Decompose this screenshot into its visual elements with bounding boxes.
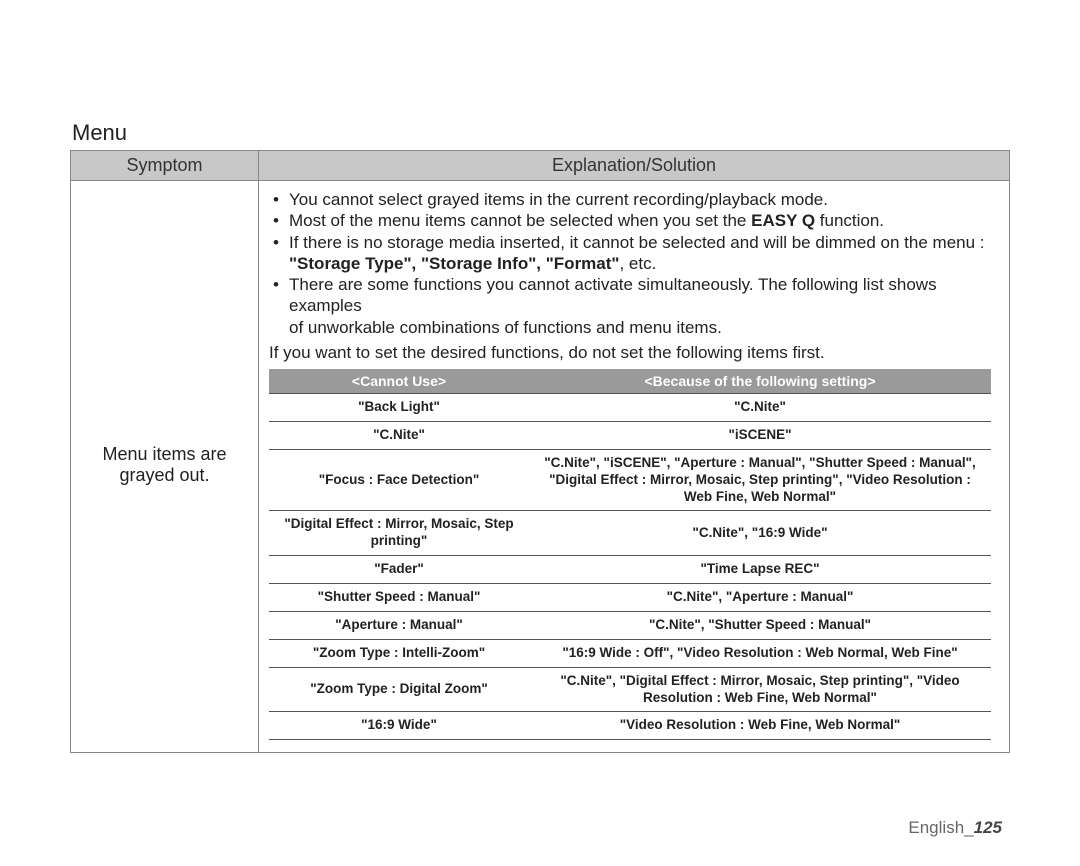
- inner-c2: "Time Lapse REC": [529, 556, 991, 584]
- inner-header-row: <Cannot Use> <Because of the following s…: [269, 369, 991, 394]
- inner-c1: "C.Nite": [269, 421, 529, 449]
- inner-c2: "C.Nite", "Aperture : Manual": [529, 584, 991, 612]
- bullet-4-line1: There are some functions you cannot acti…: [289, 275, 937, 315]
- inner-c2: "C.Nite", "16:9 Wide": [529, 511, 991, 556]
- outer-row: Menu items are grayed out. You cannot se…: [71, 181, 1010, 753]
- after-bullets-line: If you want to set the desired functions…: [269, 342, 999, 363]
- inner-row: "16:9 Wide""Video Resolution : Web Fine,…: [269, 712, 991, 740]
- inner-c2: "C.Nite", "Digital Effect : Mirror, Mosa…: [529, 667, 991, 712]
- header-explanation: Explanation/Solution: [259, 151, 1010, 181]
- inner-c2: "Video Resolution : Web Fine, Web Normal…: [529, 712, 991, 740]
- inner-c1: "16:9 Wide": [269, 712, 529, 740]
- inner-c1: "Back Light": [269, 394, 529, 422]
- inner-header-cannot-use: <Cannot Use>: [269, 369, 529, 394]
- inner-c1: "Fader": [269, 556, 529, 584]
- bullet-3-line1: If there is no storage media inserted, i…: [289, 233, 985, 252]
- footer-page: 125: [974, 818, 1002, 837]
- inner-row: "Focus : Face Detection""C.Nite", "iSCEN…: [269, 449, 991, 511]
- inner-c1: "Digital Effect : Mirror, Mosaic, Step p…: [269, 511, 529, 556]
- inner-row: "Aperture : Manual""C.Nite", "Shutter Sp…: [269, 611, 991, 639]
- inner-row: "Zoom Type : Intelli-Zoom""16:9 Wide : O…: [269, 639, 991, 667]
- footer-lang: English: [908, 818, 964, 837]
- outer-header-row: Symptom Explanation/Solution: [71, 151, 1010, 181]
- header-symptom: Symptom: [71, 151, 259, 181]
- bullet-3-etc: , etc.: [619, 254, 656, 273]
- inner-row: "Fader""Time Lapse REC": [269, 556, 991, 584]
- inner-row: "C.Nite""iSCENE": [269, 421, 991, 449]
- bullet-list: You cannot select grayed items in the cu…: [269, 189, 999, 338]
- bullet-2-post: function.: [815, 211, 884, 230]
- inner-row: "Digital Effect : Mirror, Mosaic, Step p…: [269, 511, 991, 556]
- footer: English_125: [908, 818, 1002, 838]
- inner-row: "Back Light""C.Nite": [269, 394, 991, 422]
- symptom-cell: Menu items are grayed out.: [71, 181, 259, 753]
- inner-row: "Zoom Type : Digital Zoom""C.Nite", "Dig…: [269, 667, 991, 712]
- bullet-2-pre: Most of the menu items cannot be selecte…: [289, 211, 751, 230]
- inner-c1: "Zoom Type : Digital Zoom": [269, 667, 529, 712]
- bullet-3: If there is no storage media inserted, i…: [269, 232, 999, 275]
- inner-c1: "Focus : Face Detection": [269, 449, 529, 511]
- bullet-4-line2: of unworkable combinations of functions …: [289, 318, 722, 337]
- outer-table: Symptom Explanation/Solution Menu items …: [70, 150, 1010, 753]
- inner-c1: "Shutter Speed : Manual": [269, 584, 529, 612]
- section-title: Menu: [70, 120, 1010, 146]
- explanation-cell: You cannot select grayed items in the cu…: [259, 181, 1010, 753]
- bullet-4: There are some functions you cannot acti…: [269, 274, 999, 338]
- inner-c1: "Zoom Type : Intelli-Zoom": [269, 639, 529, 667]
- inner-c2: "16:9 Wide : Off", "Video Resolution : W…: [529, 639, 991, 667]
- symptom-line2: grayed out.: [81, 465, 248, 486]
- inner-c2: "iSCENE": [529, 421, 991, 449]
- inner-header-because: <Because of the following setting>: [529, 369, 991, 394]
- footer-sep: _: [964, 818, 973, 837]
- bullet-2-bold: EASY Q: [751, 211, 815, 230]
- inner-tbody: "Back Light""C.Nite" "C.Nite""iSCENE" "F…: [269, 394, 991, 740]
- inner-c2: "C.Nite", "iSCENE", "Aperture : Manual",…: [529, 449, 991, 511]
- inner-table: <Cannot Use> <Because of the following s…: [269, 369, 991, 740]
- bullet-1: You cannot select grayed items in the cu…: [269, 189, 999, 210]
- inner-c2: "C.Nite": [529, 394, 991, 422]
- bullet-2: Most of the menu items cannot be selecte…: [269, 210, 999, 231]
- bullet-3-bold: "Storage Type", "Storage Info", "Format": [289, 254, 619, 273]
- page: Menu Symptom Explanation/Solution Menu i…: [0, 0, 1080, 866]
- inner-c2: "C.Nite", "Shutter Speed : Manual": [529, 611, 991, 639]
- inner-c1: "Aperture : Manual": [269, 611, 529, 639]
- inner-row: "Shutter Speed : Manual""C.Nite", "Apert…: [269, 584, 991, 612]
- symptom-line1: Menu items are: [81, 444, 248, 465]
